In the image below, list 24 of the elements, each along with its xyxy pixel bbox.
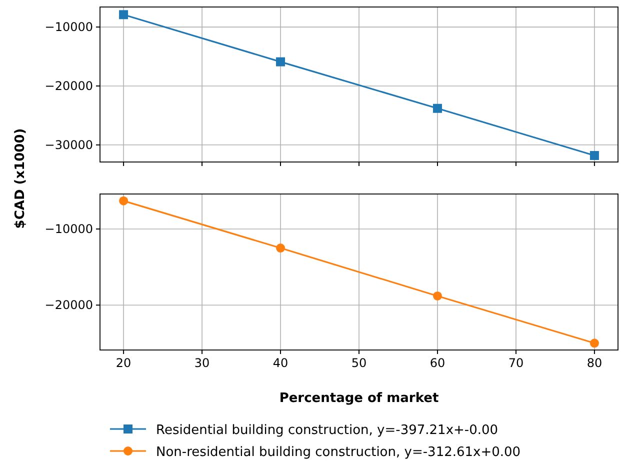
point	[432, 104, 442, 113]
point	[432, 291, 442, 300]
point	[276, 244, 286, 253]
x-tick-label: 30	[194, 356, 210, 370]
point	[119, 196, 128, 206]
y-tick-label: −10000	[44, 20, 93, 34]
x-tick-label: 70	[508, 356, 524, 370]
legend-label: Residential building construction, y=-397.21x+-0.00	[156, 423, 498, 438]
point	[590, 151, 599, 160]
y-tick-label: −10000	[44, 222, 93, 236]
point	[590, 338, 599, 348]
y-axis-title: $CAD (x1000)	[13, 128, 28, 229]
x-axis-title: Percentage of market	[279, 391, 439, 406]
x-tick-label: 50	[351, 356, 367, 370]
point	[119, 10, 128, 20]
x-tick-label: 80	[586, 356, 602, 370]
y-tick-label: −30000	[44, 138, 93, 152]
y-tick-label: −20000	[44, 78, 93, 93]
x-tick-label: 40	[272, 356, 288, 370]
x-tick-label: 20	[116, 356, 132, 370]
x-tick-label: 60	[430, 356, 446, 370]
point	[276, 57, 286, 66]
legend-label: Non-residential building construction, y=-312.61x+0.00	[156, 445, 521, 460]
y-tick-label: −20000	[44, 298, 93, 312]
